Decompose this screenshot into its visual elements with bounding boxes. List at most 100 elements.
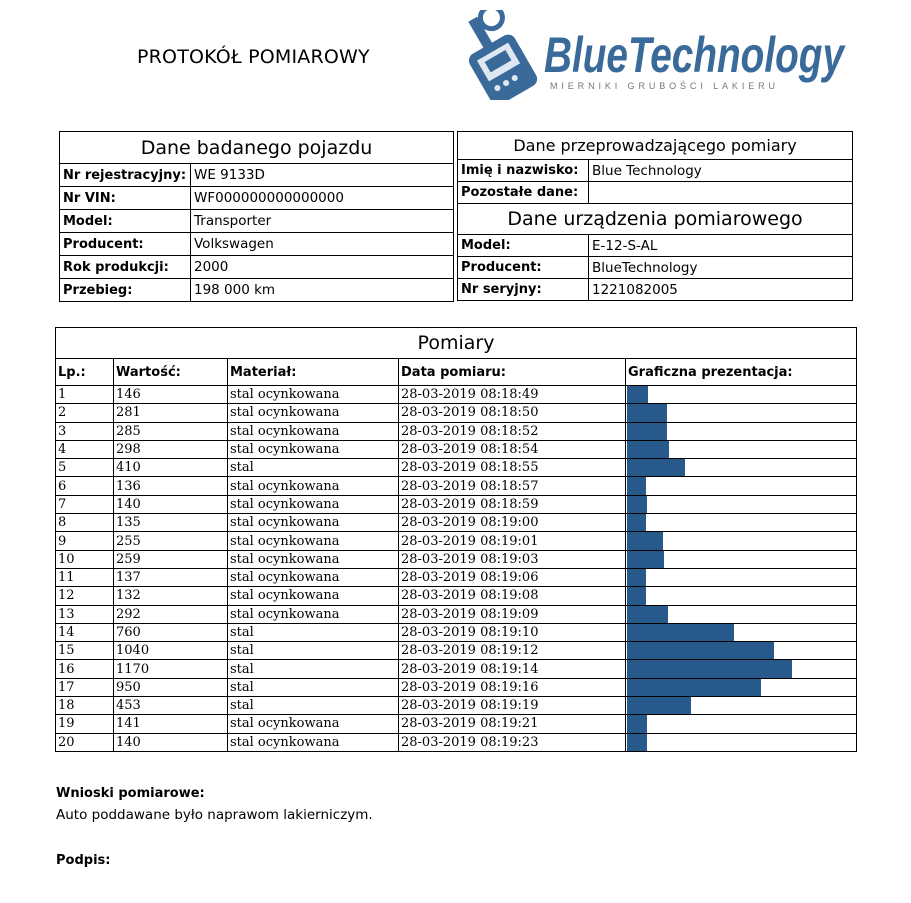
row-date: 28-03-2019 08:19:00 — [398, 513, 626, 533]
row-material: stal — [227, 622, 399, 643]
col-header-lp: Lp.: — [55, 358, 114, 386]
row-material: stal — [227, 641, 399, 661]
row-value: 1170 — [113, 659, 228, 679]
row-number: 10 — [55, 549, 114, 569]
row-material: stal — [227, 659, 399, 679]
bar-cell — [625, 586, 857, 606]
measurement-row: 15 1040 stal 28-03-2019 08:19:12 — [55, 641, 857, 661]
bar-cell — [625, 732, 857, 752]
row-number: 17 — [55, 677, 114, 698]
measurement-bar — [627, 532, 663, 550]
row-value: 1040 — [113, 641, 228, 661]
svg-text:BlueTechnology: BlueTechnology — [544, 27, 846, 83]
row-value: 292 — [113, 604, 228, 624]
measurement-bar — [627, 715, 647, 733]
bar-cell — [625, 494, 857, 515]
operator-section-title: Dane przeprowadzającego pomiary — [457, 131, 853, 160]
measurement-row: 16 1170 stal 28-03-2019 08:19:14 — [55, 659, 857, 679]
bar-cell — [625, 458, 857, 478]
row-date: 28-03-2019 08:19:12 — [398, 641, 626, 661]
row-number: 5 — [55, 458, 114, 478]
conclusions-label: Wnioski pomiarowe: — [56, 786, 205, 801]
row-number: 14 — [55, 622, 114, 643]
row-value: 136 — [113, 476, 228, 496]
info-row: Nr VIN: WF000000000000000 — [59, 186, 454, 210]
measurement-bar — [627, 733, 647, 751]
info-row: Model: Transporter — [59, 209, 454, 233]
measurement-row: 12 132 stal ocynkowana 28-03-2019 08:19:08 — [55, 586, 857, 606]
info-row: Nr rejestracyjny: WE 9133D — [59, 163, 454, 187]
measurement-row: 8 135 stal ocynkowana 28-03-2019 08:19:00 — [55, 513, 857, 533]
row-material: stal ocynkowana — [227, 531, 399, 551]
row-value: 137 — [113, 567, 228, 588]
row-date: 28-03-2019 08:18:57 — [398, 476, 626, 496]
col-header-value: Wartość: — [113, 358, 228, 386]
row-material: stal ocynkowana — [227, 494, 399, 515]
row-value: 298 — [113, 439, 228, 460]
row-date: 28-03-2019 08:19:14 — [398, 659, 626, 679]
row-material: stal — [227, 696, 399, 716]
field-label: Producent: — [59, 232, 191, 256]
device-section-title: Dane urządzenia pomiarowego — [457, 203, 853, 235]
bar-cell — [625, 604, 857, 624]
row-number: 13 — [55, 604, 114, 624]
info-row: Producent: Volkswagen — [59, 232, 454, 256]
measurement-bar — [627, 568, 647, 587]
row-number: 6 — [55, 476, 114, 496]
bar-cell — [625, 696, 857, 716]
field-label: Rok produkcji: — [59, 255, 191, 279]
field-label: Przebieg: — [59, 278, 191, 302]
measurement-row: 19 141 stal ocynkowana 28-03-2019 08:19:21 — [55, 714, 857, 734]
row-number: 7 — [55, 494, 114, 515]
row-value: 259 — [113, 549, 228, 569]
col-header-material: Materiał: — [227, 358, 399, 386]
col-header-graphic: Graficzna prezentacja: — [625, 358, 857, 386]
measurement-bar — [627, 477, 647, 495]
row-value: 281 — [113, 403, 228, 423]
field-value: 2000 — [190, 255, 454, 279]
measurement-row: 9 255 stal ocynkowana 28-03-2019 08:19:01 — [55, 531, 857, 551]
row-number: 9 — [55, 531, 114, 551]
field-label: Pozostałe dane: — [457, 181, 589, 204]
measurements-table: Pomiary Lp.: Wartość: Materiał: Data pom… — [55, 327, 857, 752]
measurement-bar — [627, 459, 685, 477]
measurement-row: 10 259 stal ocynkowana 28-03-2019 08:19:03 — [55, 549, 857, 569]
row-material: stal — [227, 458, 399, 478]
row-number: 3 — [55, 421, 114, 441]
info-row: Producent: BlueTechnology — [457, 256, 853, 279]
measurement-bar — [627, 642, 774, 660]
row-value: 950 — [113, 677, 228, 698]
row-number: 18 — [55, 696, 114, 716]
svg-text:MIERNIKI GRUBOŚCI LAKIERU: MIERNIKI GRUBOŚCI LAKIERU — [550, 80, 780, 91]
field-value: BlueTechnology — [588, 256, 853, 279]
field-label: Model: — [59, 209, 191, 233]
row-number: 16 — [55, 659, 114, 679]
field-value: WE 9133D — [190, 163, 454, 187]
field-label: Nr rejestracyjny: — [59, 163, 191, 187]
measurement-row: 3 285 stal ocynkowana 28-03-2019 08:18:52 — [55, 421, 857, 441]
row-value: 760 — [113, 622, 228, 643]
row-material: stal ocynkowana — [227, 732, 399, 752]
row-date: 28-03-2019 08:19:10 — [398, 622, 626, 643]
bar-cell — [625, 622, 857, 643]
measurement-row: 13 292 stal ocynkowana 28-03-2019 08:19:09 — [55, 604, 857, 624]
row-number: 11 — [55, 567, 114, 588]
bar-cell — [625, 659, 857, 679]
row-value: 410 — [113, 458, 228, 478]
row-date: 28-03-2019 08:18:55 — [398, 458, 626, 478]
bar-cell — [625, 476, 857, 496]
row-value: 285 — [113, 421, 228, 441]
measurement-row: 1 146 stal ocynkowana 28-03-2019 08:18:49 — [55, 384, 857, 405]
row-material: stal ocynkowana — [227, 403, 399, 423]
field-value: Blue Technology — [588, 159, 853, 182]
operator-device-table: Dane przeprowadzającego pomiary Imię i n… — [457, 131, 853, 301]
row-date: 28-03-2019 08:19:08 — [398, 586, 626, 606]
row-material: stal ocynkowana — [227, 604, 399, 624]
field-label: Model: — [457, 234, 589, 257]
page-title: PROTOKÓŁ POMIAROWY — [137, 46, 370, 68]
field-label: Imię i nazwisko: — [457, 159, 589, 182]
field-value: Volkswagen — [190, 232, 454, 256]
row-date: 28-03-2019 08:19:19 — [398, 696, 626, 716]
measurement-bar — [627, 514, 646, 532]
